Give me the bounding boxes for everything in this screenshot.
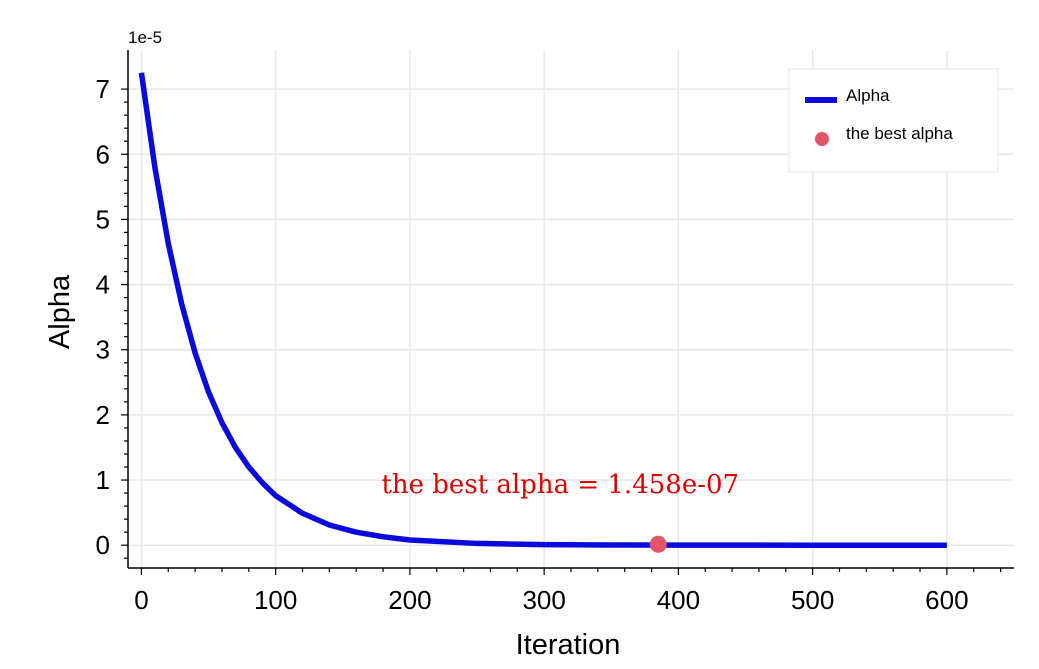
y-tick-label: 6 bbox=[96, 139, 110, 169]
ticks: 0 100 200 300 400 500 600 0 1 2 3 4 5 6 7 bbox=[96, 74, 1002, 615]
x-tick-label: 400 bbox=[657, 585, 700, 615]
x-tick-label: 0 bbox=[134, 585, 148, 615]
x-axis-title: Iteration bbox=[516, 629, 621, 661]
y-offset-label: 1e-5 bbox=[128, 28, 162, 47]
x-tick-label: 100 bbox=[254, 585, 297, 615]
plot-series bbox=[138, 72, 947, 553]
x-tick-label: 600 bbox=[925, 585, 968, 615]
annotations: the best alpha = 1.458e-07 bbox=[381, 470, 739, 500]
alpha-series-line bbox=[138, 72, 947, 548]
y-tick-label: 4 bbox=[96, 270, 110, 300]
x-tick-label: 200 bbox=[388, 585, 431, 615]
x-tick-label: 500 bbox=[791, 585, 834, 615]
legend: Alpha the best alpha bbox=[788, 68, 999, 173]
best-alpha-point bbox=[649, 535, 667, 553]
legend-dot-swatch bbox=[815, 132, 829, 146]
legend-label-alpha: Alpha bbox=[846, 86, 890, 105]
x-tick-label: 300 bbox=[522, 585, 565, 615]
legend-line-swatch bbox=[805, 97, 837, 103]
legend-box bbox=[788, 68, 999, 173]
best-alpha-annotation: the best alpha = 1.458e-07 bbox=[381, 470, 739, 500]
y-tick-label: 3 bbox=[96, 335, 110, 365]
y-tick-label: 0 bbox=[96, 530, 110, 560]
y-tick-label: 2 bbox=[96, 400, 110, 430]
y-tick-label: 7 bbox=[96, 74, 110, 104]
y-tick-label: 1 bbox=[96, 465, 110, 495]
legend-label-best-alpha: the best alpha bbox=[846, 124, 953, 143]
y-tick-label: 5 bbox=[96, 204, 110, 234]
y-axis-title: Alpha bbox=[44, 274, 76, 349]
